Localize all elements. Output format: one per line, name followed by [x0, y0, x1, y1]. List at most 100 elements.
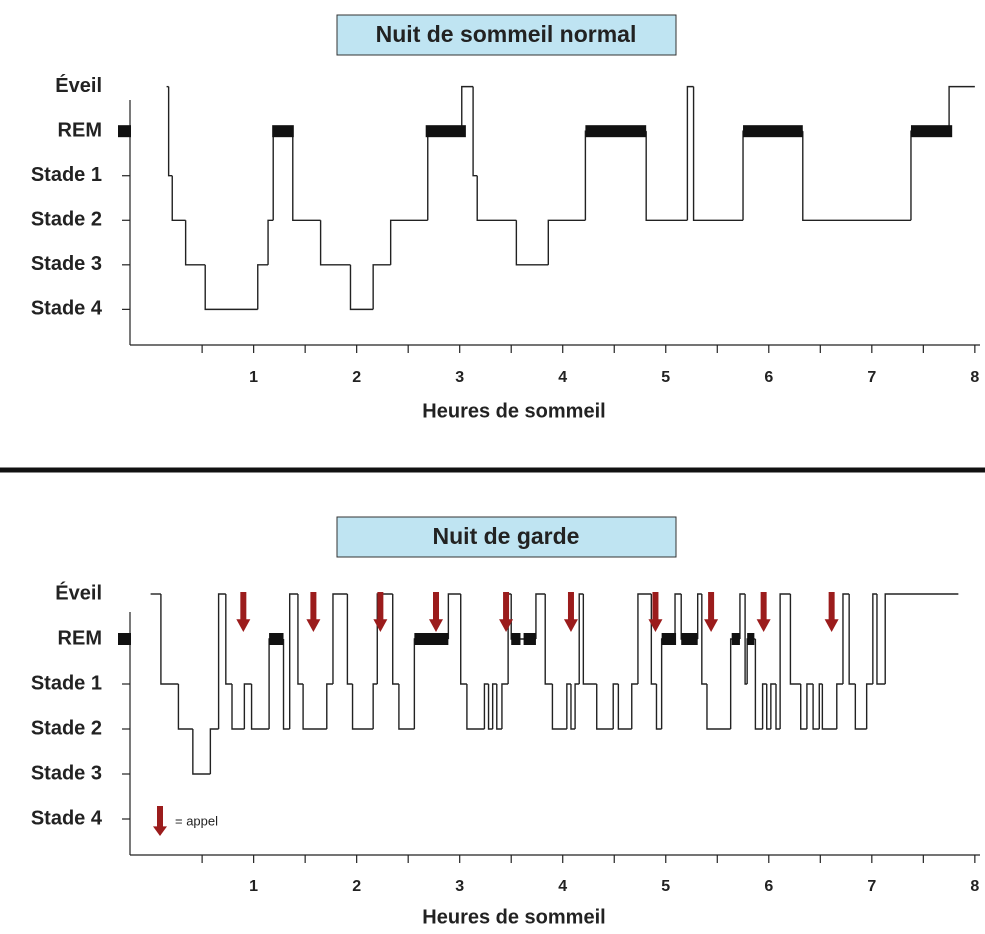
x-tick-label: 1: [249, 878, 258, 895]
y-tick-mark: [118, 633, 131, 645]
hypnogram-step: [701, 594, 707, 685]
rem-bar: [743, 125, 803, 138]
hypnogram-step: [288, 593, 298, 729]
x-tick-label: 6: [764, 878, 773, 895]
chart-title: Nuit de garde: [433, 523, 580, 549]
call-arrow: [704, 592, 719, 632]
hypnogram-step: [779, 593, 791, 729]
hypnogram-step: [398, 684, 415, 730]
hypnogram-step: [250, 684, 270, 730]
hypnogram-step: [742, 130, 803, 221]
hypnogram-step: [372, 264, 391, 310]
hypnogram-step: [413, 638, 449, 729]
hypnogram-step: [680, 594, 698, 640]
hypnogram-step: [854, 684, 867, 730]
call-arrow: [648, 592, 663, 632]
hypnogram-step: [177, 684, 193, 730]
hypnogram-step: [476, 175, 517, 221]
hypnogram-step: [574, 683, 580, 729]
hypnogram-step: [351, 684, 374, 730]
hypnogram-step: [770, 683, 776, 729]
call-arrow: [756, 592, 771, 632]
legend-label: = appel: [175, 813, 218, 828]
hypnogram-step: [349, 264, 374, 311]
hypnogram-step: [582, 594, 597, 685]
hypnogram-step: [692, 86, 744, 221]
hypnogram-step: [192, 729, 211, 775]
x-tick-label: 5: [661, 369, 670, 386]
hypnogram-step: [487, 684, 493, 730]
hypnogram-step: [243, 683, 252, 729]
hypnogram-step: [427, 130, 462, 221]
rem-bar: [272, 125, 294, 138]
x-tick-label: 5: [661, 878, 670, 895]
hypnogram-step: [535, 593, 546, 639]
x-axis-label: Heures de sommeil: [422, 906, 605, 928]
hypnogram-step: [389, 219, 428, 265]
hypnogram-step: [655, 684, 662, 730]
hypnogram-step: [392, 594, 399, 685]
rem-bar: [523, 633, 536, 645]
call-arrow: [373, 592, 388, 632]
hypnogram-step: [204, 264, 258, 311]
call-arrow: [499, 592, 514, 632]
hypnogram-step: [812, 684, 820, 730]
hypnogram-step: [209, 728, 219, 774]
call-arrow: [824, 592, 839, 632]
x-tick-label: 3: [455, 369, 464, 386]
hypnogram-step: [775, 684, 781, 730]
rem-bar: [269, 633, 284, 645]
hypnogram-step: [257, 264, 269, 310]
rem-bar: [747, 633, 755, 645]
hypnogram-step: [596, 684, 614, 730]
title-box: [336, 14, 677, 56]
hypnogram-step: [171, 175, 186, 221]
hypnogram-step: [167, 86, 173, 177]
y-tick-label: REM: [58, 627, 102, 649]
hypnogram-step: [466, 684, 485, 730]
call-arrow: [306, 592, 321, 632]
hypnogram-step: [836, 683, 843, 729]
y-tick-label: Éveil: [55, 74, 102, 97]
hypnogram-step: [292, 131, 321, 221]
hypnogram-step: [447, 593, 461, 639]
hypnogram-step: [696, 593, 702, 639]
x-tick-label: 8: [970, 369, 979, 386]
rem-bar: [414, 633, 449, 645]
hypnogram-step: [544, 594, 553, 685]
x-tick-label: 4: [558, 369, 567, 386]
hypnogram-step: [501, 683, 509, 729]
chart-title: Nuit de sommeil normal: [376, 21, 637, 47]
hypnogram-step: [660, 638, 676, 729]
hypnogram-step: [761, 683, 767, 729]
rem-bar: [910, 125, 953, 138]
y-tick-label: Éveil: [55, 581, 102, 604]
call-arrow: [429, 592, 443, 632]
hypnogram-step: [302, 684, 327, 730]
rem-bar: [681, 633, 698, 645]
hypnogram-step: [766, 684, 771, 730]
hypnogram-step: [346, 594, 353, 685]
x-tick-label: 4: [558, 878, 567, 895]
hypnogram-step: [789, 594, 801, 685]
y-tick-label: Stade 2: [31, 717, 102, 739]
hypnogram-step: [282, 639, 290, 730]
hypnogram-step: [160, 594, 179, 685]
hypnogram-step: [491, 683, 497, 729]
hypnogram-step: [739, 593, 746, 639]
hypnogram-step: [872, 593, 877, 684]
hypnogram-step: [754, 639, 763, 730]
hypnogram-step: [674, 593, 682, 639]
rem-bar: [511, 633, 521, 645]
y-tick-label: Stade 3: [31, 253, 102, 275]
hypnogram-step: [806, 683, 814, 729]
title-box: [336, 516, 677, 558]
x-tick-label: 7: [867, 878, 876, 895]
hypnogram-step: [225, 594, 232, 685]
x-tick-label: 2: [352, 878, 361, 895]
hypnogram-step: [515, 220, 549, 266]
hypnogram-step: [483, 683, 489, 729]
hypnogram-step: [584, 130, 647, 221]
y-tick-label: Stade 2: [31, 209, 102, 231]
